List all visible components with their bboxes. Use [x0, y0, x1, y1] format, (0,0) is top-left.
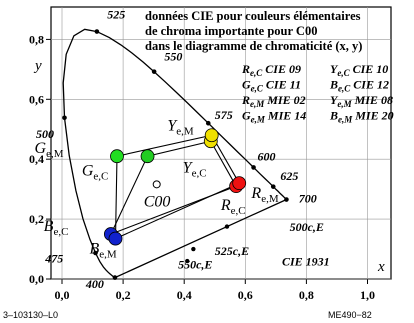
white-point-marker — [152, 180, 161, 189]
point-label: Re,C — [220, 197, 246, 217]
wavelength-dot — [251, 165, 256, 170]
grid — [46, 7, 391, 284]
x-tick-label: 0,4 — [177, 288, 192, 302]
wavelength-label: 575 — [215, 108, 233, 122]
legend-entry: Re,C CIE 09 — [241, 62, 301, 78]
wavelength-dot — [62, 115, 67, 121]
wavelength-label: 700 — [299, 192, 317, 206]
wavelength-dot — [151, 69, 157, 74]
annotation-label: 525c,E — [215, 244, 249, 258]
point-label: Ye,M — [167, 118, 194, 138]
wavelength-label: 625 — [280, 169, 298, 183]
wavelength-dot — [93, 250, 98, 256]
wavelength-label: 500 — [36, 127, 54, 141]
y-tick-label: 0,6 — [29, 92, 44, 106]
x-tick-label: 0,2 — [116, 288, 131, 302]
wavelength-dot — [94, 29, 100, 34]
y-tick-label: 0,2 — [29, 212, 44, 226]
legend-entry: Be,C CIE 12 — [329, 78, 389, 94]
y-axis-label: y — [33, 58, 42, 74]
x-tick-label: 0,0 — [55, 288, 70, 302]
x-tick-label: 0,6 — [238, 288, 253, 302]
point-label: Ge,C — [82, 163, 109, 183]
point-label: Re,M — [250, 185, 278, 205]
legend-entry: Be,M MIE 20 — [329, 109, 394, 125]
legend-entry: Re,M MIE 02 — [241, 93, 306, 109]
legend-entry: Ge,M MIE 14 — [242, 109, 306, 125]
wavelength-dot — [284, 197, 289, 202]
footer-right: ME490−82 — [328, 310, 372, 320]
white-point-label: C00 — [144, 193, 171, 210]
x-tick-label: 1,0 — [360, 288, 375, 302]
annotation-label: 550c,E — [178, 258, 212, 272]
complement-dot — [185, 258, 190, 264]
wavelength-label: 600 — [258, 150, 276, 164]
legend-entry: Ge,C CIE 11 — [242, 78, 301, 94]
point-label: Ye,C — [183, 160, 207, 180]
color-point — [232, 176, 247, 191]
x-tick-label: 0,8 — [299, 288, 314, 302]
spectral-locus-curve — [62, 28, 287, 279]
color-point — [108, 231, 123, 246]
complement-dot — [224, 224, 230, 229]
complement-dot — [191, 246, 196, 252]
point-label: Ge,M — [35, 140, 64, 160]
wavelength-label: 475 — [44, 252, 63, 266]
point-label: Be,C — [44, 218, 69, 238]
wavelength-dot — [112, 275, 118, 280]
spectral-locus — [62, 28, 287, 279]
tick-labels: 0,0 0,2 0,4 0,6 0,8 1,0 0,0 0,2 0,4 0,6 0,8 y x — [29, 32, 385, 302]
color-point — [140, 149, 155, 164]
point-label: Be,M — [89, 241, 116, 261]
color-point — [204, 128, 219, 143]
footer-left: 3–103130–L0 — [3, 310, 59, 320]
legend-entry: Ye,C CIE 10 — [330, 62, 388, 78]
x-axis-label: x — [377, 259, 385, 275]
color-point — [110, 149, 124, 164]
y-tick-label: 0,8 — [29, 32, 44, 46]
annotation-label: CIE 1931 — [282, 255, 330, 269]
legend-line-3: dans le diagramme de chromaticité (x, y) — [145, 39, 362, 53]
y-tick-label: 0,4 — [29, 152, 44, 166]
legend-entry: Ye,M MIE 08 — [330, 93, 393, 109]
wavelength-label: 525 — [107, 7, 125, 21]
wavelength-label: 550 — [164, 49, 182, 63]
wavelength-dot — [205, 120, 211, 126]
wavelength-dot — [270, 184, 276, 189]
wavelength-label: 400 — [85, 277, 104, 291]
legend-line-2: de chroma importante pour C00 — [145, 24, 317, 38]
legend-line-1: données CIE pour couleurs élémentaires — [145, 9, 361, 23]
legend: données CIE pour couleurs élémentaires d… — [145, 9, 394, 125]
y-tick-label: 0,0 — [29, 272, 44, 286]
annotation-label: 500c,E — [290, 220, 324, 234]
color-points: C00 Re,CRe,M Ye,C Ye,M Ge,C Ge,M Be,C Be,M — [35, 118, 279, 261]
